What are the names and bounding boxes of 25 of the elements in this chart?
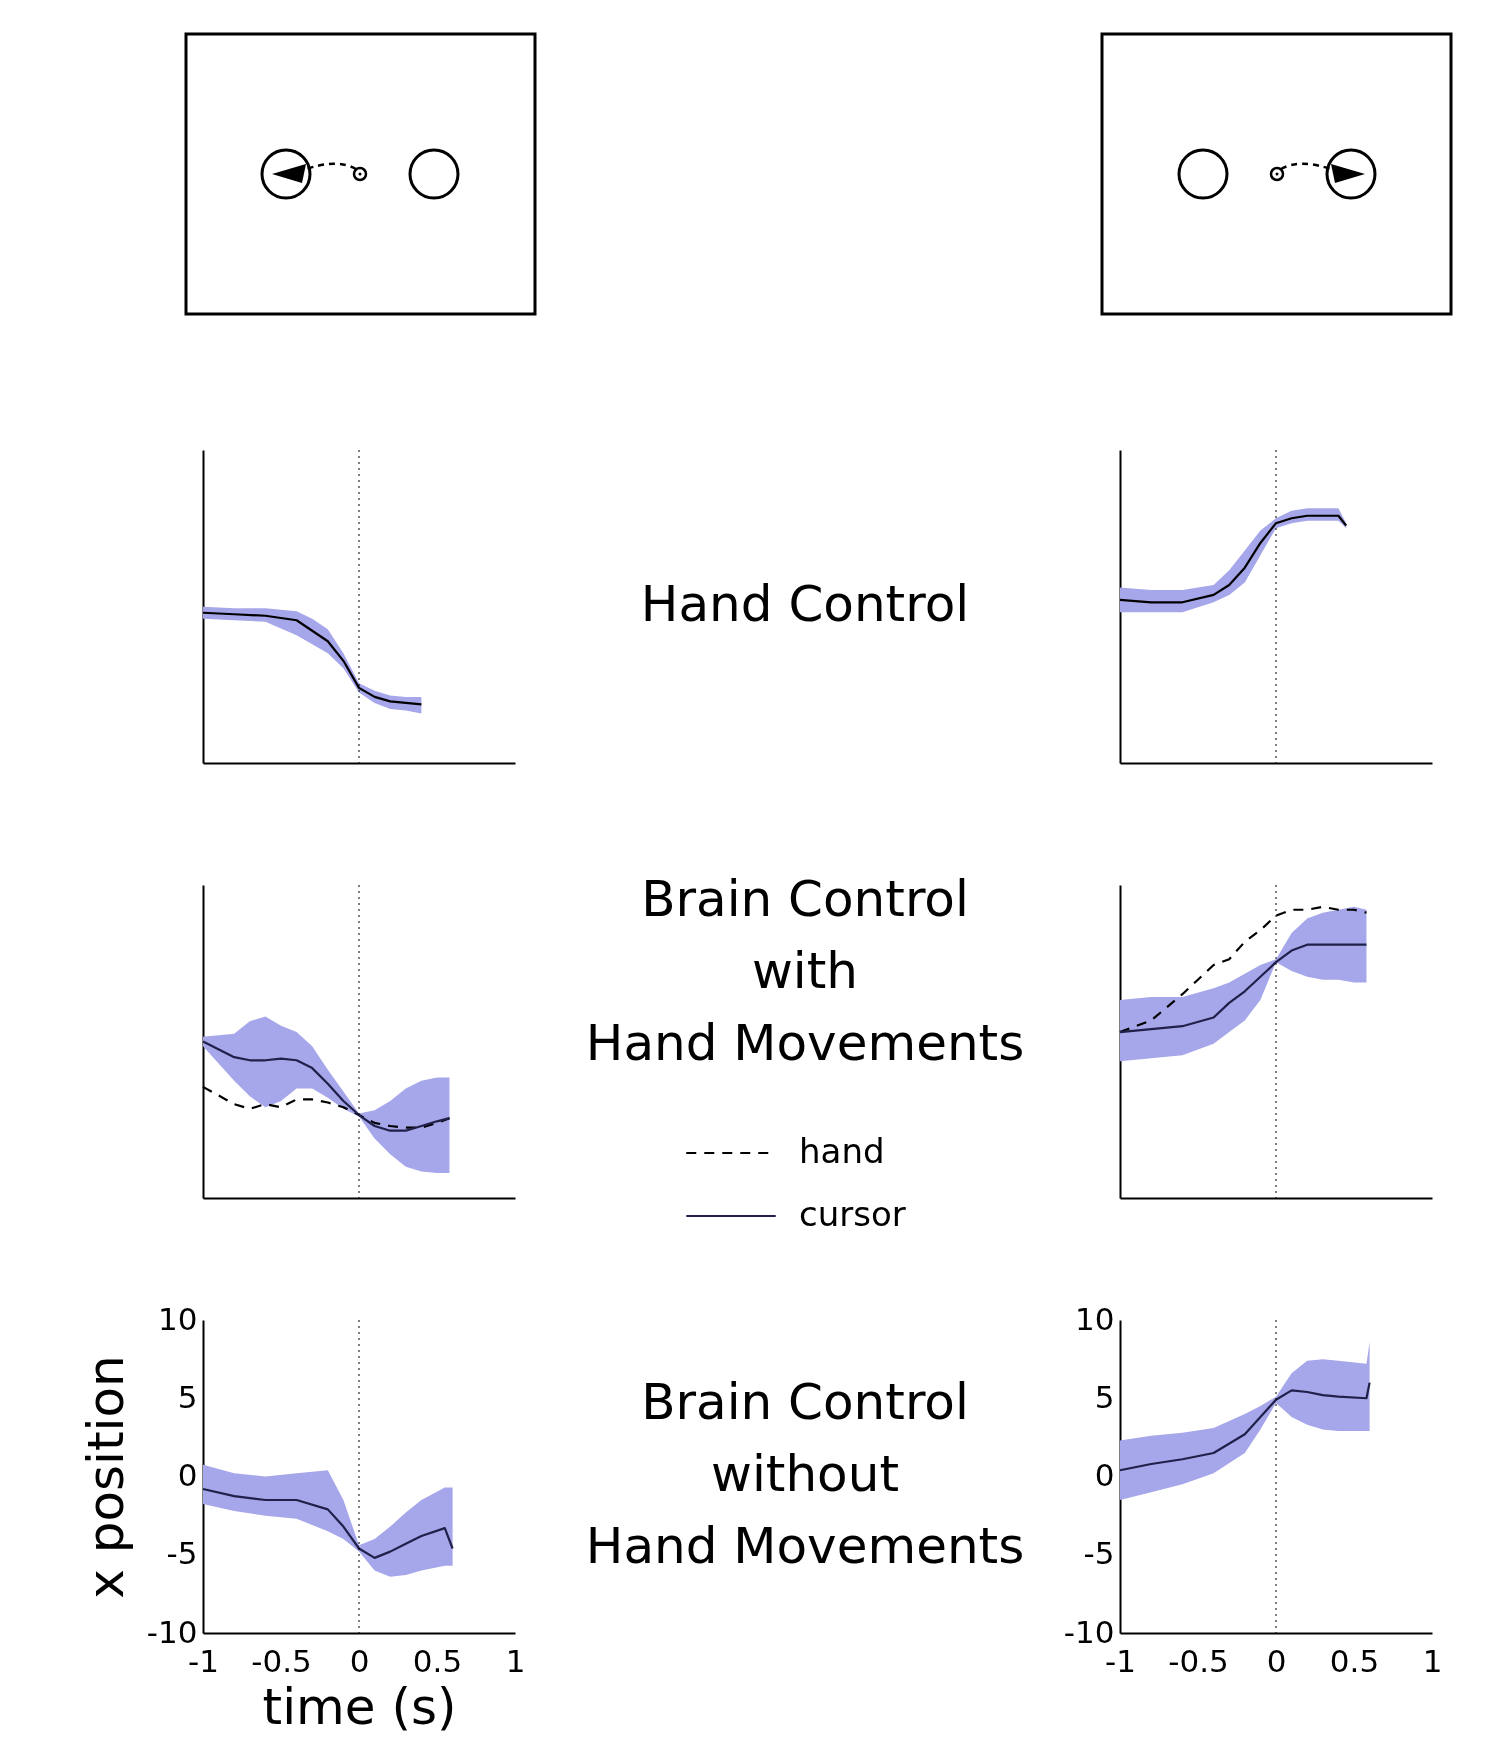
y-tick-label: 5 [177,1378,198,1415]
x-tick-label: 0 [1266,1642,1287,1679]
legend-label: cursor [799,1194,906,1234]
y-tick-label: 0 [177,1457,198,1493]
text: Hand Control [640,575,970,633]
text: Brain Control with Hand Movements [585,870,1025,1072]
text: Brain Control without Hand Movements [585,1373,1025,1575]
y-tick-label: 0 [1094,1457,1115,1493]
y-tick-label: 10 [158,1300,198,1337]
legend-label: hand [799,1131,885,1171]
x-tick-label: -0.5 [251,1642,312,1679]
x-tick-label: 0.5 [1329,1642,1380,1679]
x-tick-label: 1 [1422,1642,1443,1679]
x-tick-label: -0.5 [1168,1642,1229,1679]
y-tick-label: -5 [1083,1535,1115,1572]
line-series [201,1487,454,1559]
y-tick-label: 10 [1075,1300,1115,1337]
x-axis-title: time (s) [262,1677,457,1736]
y-tick-label: 5 [1094,1378,1115,1415]
x-tick-label: 1 [505,1642,526,1679]
x-tick-label: 0 [349,1642,370,1679]
y-axis-title: x position [76,1355,135,1599]
x-tick-label: 0.5 [412,1642,463,1679]
line-series [1118,1381,1371,1472]
y-tick-label: -5 [166,1535,198,1572]
